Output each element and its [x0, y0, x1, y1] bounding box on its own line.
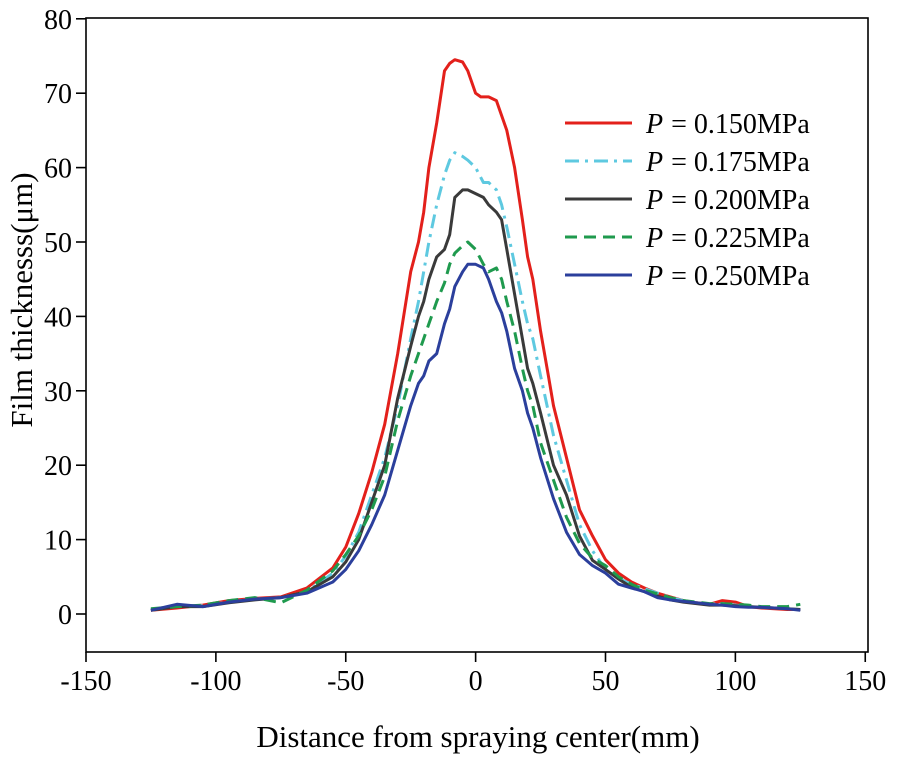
y-tick-label: 60	[44, 154, 72, 185]
y-tick-label: 70	[44, 79, 72, 110]
x-tick-label: 100	[714, 666, 756, 697]
legend-value: = 0.200MPa	[671, 185, 810, 216]
y-tick-label: 80	[44, 5, 72, 36]
y-tick-label: 50	[44, 228, 72, 259]
y-tick-label: 10	[44, 526, 72, 557]
x-tick-label: 50	[592, 666, 620, 697]
legend-symbol: P	[645, 147, 663, 178]
y-tick-label: 20	[44, 451, 72, 482]
series-line-2	[150, 151, 801, 611]
legend-symbol: P	[645, 223, 663, 254]
legend: P = 0.150MPa P = 0.175MPa P = 0.200MPa P = 0.22…	[565, 109, 810, 292]
legend-label-2: P = 0.175MPa	[645, 147, 810, 178]
legend-value: = 0.250MPa	[671, 261, 810, 292]
legend-label-5: P = 0.250MPa	[645, 261, 810, 292]
y-tick-label: 40	[44, 302, 72, 333]
legend-symbol: P	[645, 261, 663, 292]
x-tick-label: 0	[469, 666, 483, 697]
y-tick-label: 30	[44, 377, 72, 408]
legend-label-3: P = 0.200MPa	[645, 185, 810, 216]
tick-labels-layer: -150 -100 -50 0 50 100 150 0 10 20 30 40 50 60 70 80	[44, 5, 886, 697]
series-line-5	[150, 262, 801, 612]
x-axis-title: Distance from spraying center(mm)	[256, 719, 699, 754]
x-tick-label: -150	[60, 666, 111, 697]
legend-label-4: P = 0.225MPa	[645, 223, 810, 254]
legend-value: = 0.225MPa	[671, 223, 810, 254]
legend-value: = 0.175MPa	[671, 147, 810, 178]
ticks-layer	[76, 17, 867, 662]
x-tick-label: -50	[327, 666, 364, 697]
series-line-4	[150, 240, 801, 611]
legend-value: = 0.150MPa	[671, 109, 810, 140]
y-tick-label: 0	[58, 600, 72, 631]
legend-label-1: P = 0.150MPa	[645, 109, 810, 140]
y-axis-title: Film thicknesss(μm)	[4, 172, 39, 427]
legend-symbol: P	[645, 185, 663, 216]
x-tick-label: -100	[190, 666, 241, 697]
legend-symbol: P	[645, 109, 663, 140]
series-layer	[150, 58, 801, 612]
series-line-1	[150, 58, 801, 612]
x-tick-label: 150	[844, 666, 886, 697]
plot-frame	[85, 17, 869, 653]
